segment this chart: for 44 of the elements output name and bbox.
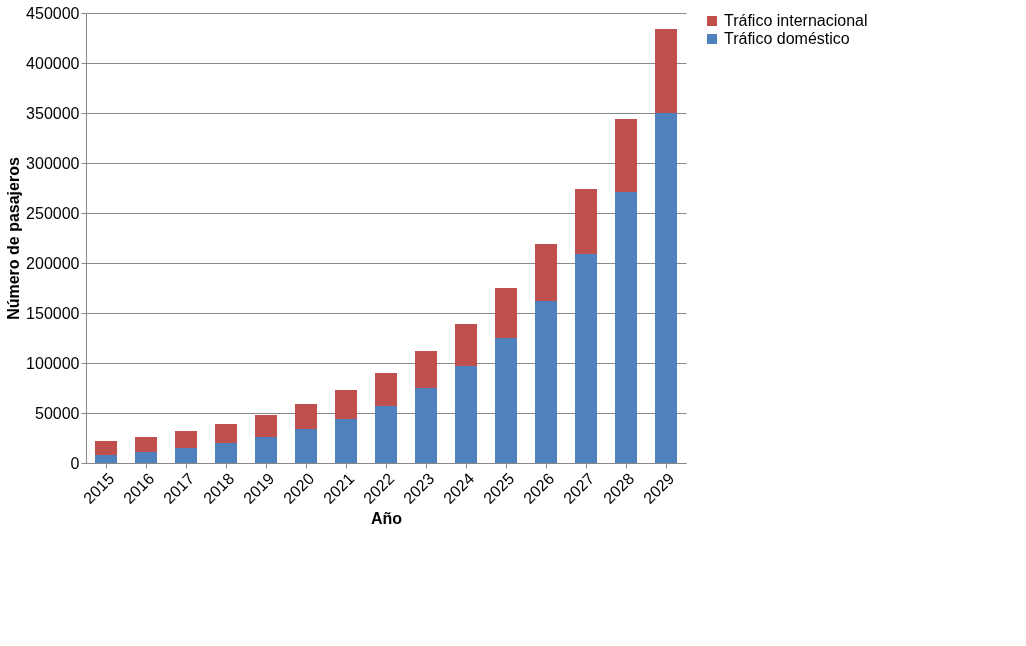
y-axis-title: Número de pasajeros (5, 157, 23, 320)
bar (535, 244, 557, 301)
bar (255, 437, 277, 463)
y-tick-label: 150000 (26, 304, 80, 322)
y-tick-label: 450000 (26, 4, 80, 22)
bar (335, 390, 357, 419)
bar (615, 192, 637, 463)
bar (295, 429, 317, 463)
bar (95, 441, 117, 455)
y-tick-label: 300000 (26, 154, 80, 172)
x-axis-title: Año (370, 509, 403, 527)
y-tick-label: 400000 (26, 54, 80, 72)
bar (135, 437, 157, 452)
bar (495, 338, 517, 463)
bar (615, 119, 637, 192)
bar (215, 443, 237, 463)
bar (175, 448, 197, 463)
bar (495, 288, 517, 338)
bar (375, 373, 397, 406)
bar (175, 431, 197, 448)
bar (375, 406, 397, 463)
bar (335, 419, 357, 463)
bar (215, 424, 237, 443)
legend-label: Tráfico internacional (724, 12, 868, 29)
y-tick-label: 200000 (26, 254, 80, 272)
bar (535, 301, 557, 463)
bar (135, 452, 157, 463)
y-tick-label: 350000 (26, 104, 80, 122)
bar (295, 404, 317, 429)
bar (455, 324, 477, 366)
bar (655, 29, 677, 113)
bar (455, 366, 477, 463)
bar (415, 388, 437, 463)
y-tick-label: 50000 (35, 404, 80, 422)
bar (575, 189, 597, 254)
y-tick-label: 0 (70, 454, 80, 472)
bar (655, 113, 677, 463)
bar (95, 455, 117, 463)
y-tick-label: 250000 (26, 204, 80, 222)
y-tick-label: 100000 (26, 354, 80, 372)
bar (415, 351, 437, 388)
bar (575, 254, 597, 463)
legend-label: Tráfico doméstico (724, 30, 850, 47)
bar (255, 415, 277, 437)
